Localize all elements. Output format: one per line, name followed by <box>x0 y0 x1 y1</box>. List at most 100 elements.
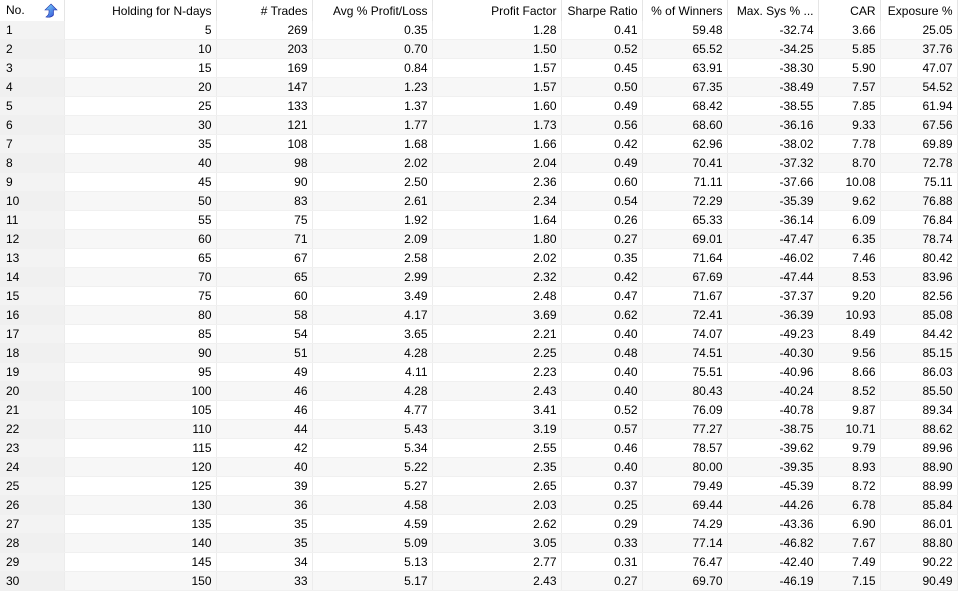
cell-pct-winners: 65.33 <box>642 210 728 230</box>
table-row[interactable]: 1 5 269 0.35 1.28 0.41 59.48 -32.74 3.66 25.05 <box>0 21 958 40</box>
cell-holding-days: 130 <box>64 495 217 515</box>
cell-avg-profit-loss: 3.65 <box>312 324 433 344</box>
table-row[interactable]: 27 135 35 4.59 2.62 0.29 74.29 -43.36 6.90 86.01 <box>0 514 958 534</box>
cell-exposure: 47.07 <box>880 58 958 78</box>
cell-sharpe-ratio: 0.56 <box>561 115 643 135</box>
table-row[interactable]: 21 105 46 4.77 3.41 0.52 76.09 -40.78 9.87 89.34 <box>0 400 958 420</box>
cell-car: 6.78 <box>818 495 881 515</box>
table-row[interactable]: 6 30 121 1.77 1.73 0.56 68.60 -36.16 9.33 67.56 <box>0 115 958 135</box>
cell-sharpe-ratio: 0.46 <box>561 438 643 458</box>
cell-exposure: 88.62 <box>880 419 958 439</box>
cell-trades: 54 <box>216 324 313 344</box>
table-row[interactable]: 23 115 42 5.34 2.55 0.46 78.57 -39.62 9.79 89.96 <box>0 438 958 458</box>
column-header-holding-days[interactable]: Holding for N-days <box>64 0 217 21</box>
table-row[interactable]: 16 80 58 4.17 3.69 0.62 72.41 -36.39 10.93 85.08 <box>0 305 958 325</box>
cell-profit-factor: 2.23 <box>432 362 562 382</box>
column-header-trades[interactable]: # Trades <box>216 0 313 21</box>
cell-exposure: 90.22 <box>880 552 958 572</box>
cell-trades: 65 <box>216 267 313 287</box>
cell-pct-winners: 72.29 <box>642 191 728 211</box>
table-row[interactable]: 8 40 98 2.02 2.04 0.49 70.41 -37.32 8.70 72.78 <box>0 153 958 173</box>
table-row[interactable]: 14 70 65 2.99 2.32 0.42 67.69 -47.44 8.53 83.96 <box>0 267 958 287</box>
cell-no: 10 <box>0 191 65 211</box>
cell-sharpe-ratio: 0.50 <box>561 77 643 97</box>
table-row[interactable]: 5 25 133 1.37 1.60 0.49 68.42 -38.55 7.85 61.94 <box>0 96 958 116</box>
table-row[interactable]: 18 90 51 4.28 2.25 0.48 74.51 -40.30 9.56 85.15 <box>0 343 958 363</box>
table-row[interactable]: 2 10 203 0.70 1.50 0.52 65.52 -34.25 5.85 37.76 <box>0 39 958 59</box>
cell-pct-winners: 70.41 <box>642 153 728 173</box>
cell-car: 8.53 <box>818 267 881 287</box>
table-row[interactable]: 19 95 49 4.11 2.23 0.40 75.51 -40.96 8.66 86.03 <box>0 362 958 382</box>
cell-trades: 44 <box>216 419 313 439</box>
cell-exposure: 25.05 <box>880 21 958 40</box>
cell-max-sys-drawdown: -38.55 <box>727 96 819 116</box>
cell-holding-days: 75 <box>64 286 217 306</box>
cell-car: 10.08 <box>818 172 881 192</box>
table-row[interactable]: 25 125 39 5.27 2.65 0.37 79.49 -45.39 8.72 88.99 <box>0 476 958 496</box>
cell-profit-factor: 2.77 <box>432 552 562 572</box>
cell-pct-winners: 77.14 <box>642 533 728 553</box>
table-row[interactable]: 13 65 67 2.58 2.02 0.35 71.64 -46.02 7.46 80.42 <box>0 248 958 268</box>
cell-avg-profit-loss: 4.59 <box>312 514 433 534</box>
cell-no: 17 <box>0 324 65 344</box>
column-header-label: Exposure % <box>887 3 953 18</box>
cell-holding-days: 110 <box>64 419 217 439</box>
cell-no: 1 <box>0 21 65 40</box>
cell-holding-days: 125 <box>64 476 217 496</box>
table-row[interactable]: 7 35 108 1.68 1.66 0.42 62.96 -38.02 7.78 69.89 <box>0 134 958 154</box>
column-header-car[interactable]: CAR <box>818 0 881 21</box>
cell-holding-days: 145 <box>64 552 217 572</box>
cell-no: 11 <box>0 210 65 230</box>
cell-sharpe-ratio: 0.40 <box>561 324 643 344</box>
cell-car: 8.49 <box>818 324 881 344</box>
table-row[interactable]: 22 110 44 5.43 3.19 0.57 77.27 -38.75 10.71 88.62 <box>0 419 958 439</box>
column-header-avg-profit-loss[interactable]: Avg % Profit/Loss <box>312 0 433 21</box>
sort-ascending-arrow-icon[interactable] <box>43 3 59 19</box>
cell-profit-factor: 1.64 <box>432 210 562 230</box>
cell-exposure: 76.84 <box>880 210 958 230</box>
cell-profit-factor: 1.50 <box>432 39 562 59</box>
column-header-no[interactable]: No. <box>0 0 65 21</box>
table-row[interactable]: 15 75 60 3.49 2.48 0.47 71.67 -37.37 9.20 82.56 <box>0 286 958 306</box>
column-header-profit-factor[interactable]: Profit Factor <box>432 0 562 21</box>
cell-holding-days: 55 <box>64 210 217 230</box>
table-row[interactable]: 11 55 75 1.92 1.64 0.26 65.33 -36.14 6.09 76.84 <box>0 210 958 230</box>
cell-pct-winners: 75.51 <box>642 362 728 382</box>
column-header-exposure[interactable]: Exposure % <box>880 0 958 21</box>
table-row[interactable]: 24 120 40 5.22 2.35 0.40 80.00 -39.35 8.93 88.90 <box>0 457 958 477</box>
table-row[interactable]: 20 100 46 4.28 2.43 0.40 80.43 -40.24 8.52 85.50 <box>0 381 958 401</box>
cell-holding-days: 40 <box>64 153 217 173</box>
cell-no: 16 <box>0 305 65 325</box>
table-row[interactable]: 30 150 33 5.17 2.43 0.27 69.70 -46.19 7.15 90.49 <box>0 571 958 591</box>
cell-trades: 33 <box>216 571 313 591</box>
cell-profit-factor: 2.25 <box>432 343 562 363</box>
table-row[interactable]: 3 15 169 0.84 1.57 0.45 63.91 -38.30 5.90 47.07 <box>0 58 958 78</box>
table-row[interactable]: 28 140 35 5.09 3.05 0.33 77.14 -46.82 7.67 88.80 <box>0 533 958 553</box>
cell-no: 22 <box>0 419 65 439</box>
column-header-label: # Trades <box>260 3 308 18</box>
table-row[interactable]: 29 145 34 5.13 2.77 0.31 76.47 -42.40 7.49 90.22 <box>0 552 958 572</box>
table-row[interactable]: 10 50 83 2.61 2.34 0.54 72.29 -35.39 9.62 76.88 <box>0 191 958 211</box>
table-row[interactable]: 9 45 90 2.50 2.36 0.60 71.11 -37.66 10.08 75.11 <box>0 172 958 192</box>
cell-avg-profit-loss: 1.37 <box>312 96 433 116</box>
cell-profit-factor: 1.57 <box>432 58 562 78</box>
table-row[interactable]: 26 130 36 4.58 2.03 0.25 69.44 -44.26 6.78 85.84 <box>0 495 958 515</box>
cell-pct-winners: 69.44 <box>642 495 728 515</box>
cell-avg-profit-loss: 5.22 <box>312 457 433 477</box>
cell-holding-days: 115 <box>64 438 217 458</box>
cell-profit-factor: 3.69 <box>432 305 562 325</box>
cell-sharpe-ratio: 0.62 <box>561 305 643 325</box>
cell-exposure: 85.15 <box>880 343 958 363</box>
cell-profit-factor: 2.36 <box>432 172 562 192</box>
cell-pct-winners: 80.00 <box>642 457 728 477</box>
table-row[interactable]: 17 85 54 3.65 2.21 0.40 74.07 -49.23 8.49 84.42 <box>0 324 958 344</box>
table-row[interactable]: 12 60 71 2.09 1.80 0.27 69.01 -47.47 6.35 78.74 <box>0 229 958 249</box>
column-header-pct-winners[interactable]: % of Winners <box>642 0 728 21</box>
table-row[interactable]: 4 20 147 1.23 1.57 0.50 67.35 -38.49 7.57 54.52 <box>0 77 958 97</box>
column-header-sharpe-ratio[interactable]: Sharpe Ratio <box>561 0 643 21</box>
column-header-max-sys-drawdown[interactable]: Max. Sys % ... <box>727 0 819 21</box>
cell-exposure: 67.56 <box>880 115 958 135</box>
cell-sharpe-ratio: 0.48 <box>561 343 643 363</box>
column-header-label: Max. Sys % ... <box>736 3 814 18</box>
cell-max-sys-drawdown: -40.78 <box>727 400 819 420</box>
